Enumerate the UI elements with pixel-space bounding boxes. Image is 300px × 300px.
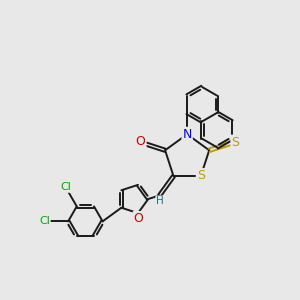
Text: S: S [231, 136, 239, 148]
Text: Cl: Cl [61, 182, 71, 192]
Text: O: O [136, 135, 146, 148]
Text: S: S [197, 169, 205, 182]
Text: H: H [156, 196, 164, 206]
Text: N: N [182, 128, 192, 141]
Text: O: O [134, 212, 143, 225]
Text: Cl: Cl [39, 216, 50, 226]
